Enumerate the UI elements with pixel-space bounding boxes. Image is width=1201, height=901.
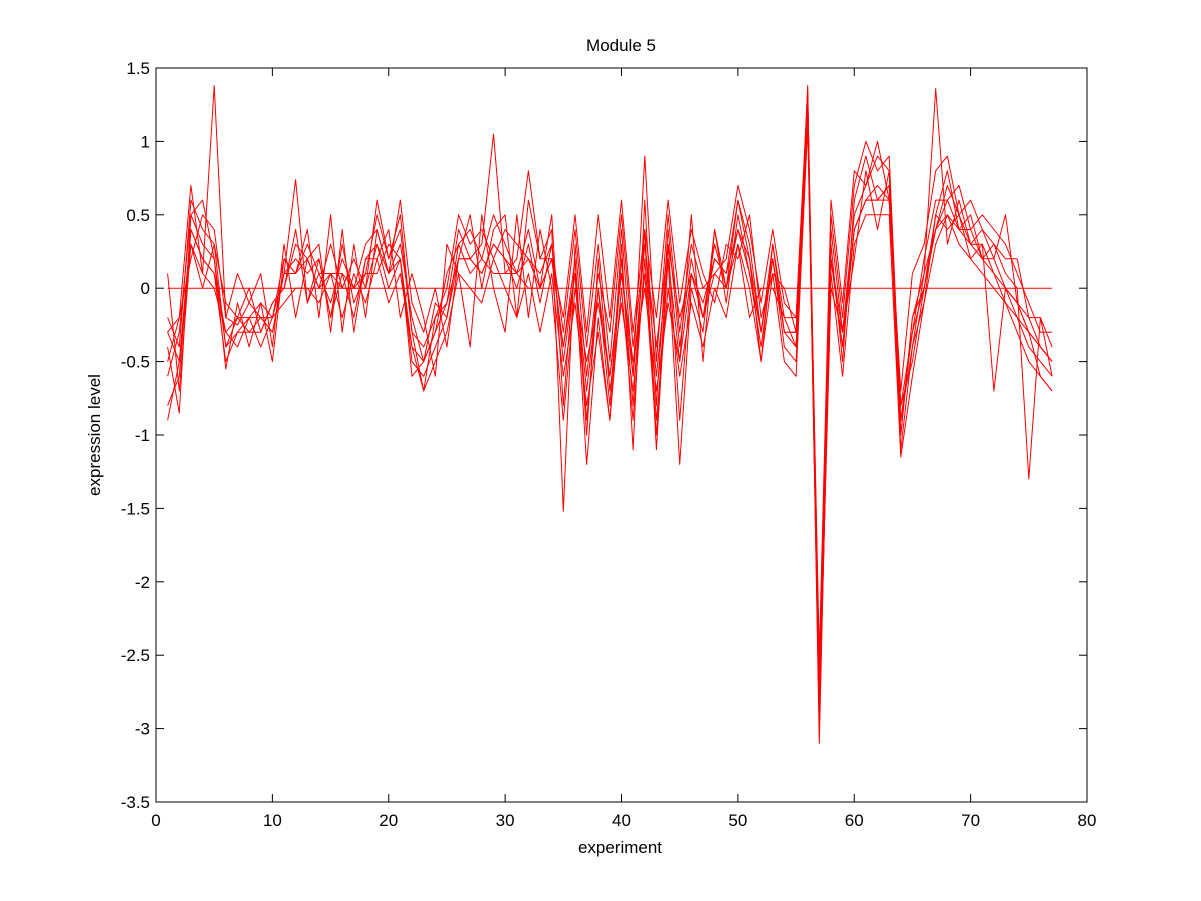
series-line-8 — [167, 111, 1053, 730]
y-tick-label: -2.5 — [121, 646, 150, 665]
y-tick-label: 1 — [141, 132, 150, 151]
series-line-9 — [167, 104, 1053, 700]
y-tick-label: 1.5 — [126, 59, 150, 78]
x-tick-label: 0 — [151, 811, 160, 830]
y-tick-label: 0.5 — [126, 206, 150, 225]
chart-title: Module 5 — [586, 36, 656, 55]
y-axis-label: expression level — [85, 374, 104, 496]
y-tick-label: -0.5 — [121, 353, 150, 372]
series-line-5 — [167, 126, 1053, 686]
y-tick-label: -3.5 — [121, 793, 150, 812]
x-tick-label: 70 — [961, 811, 980, 830]
y-tick-label: -3 — [135, 720, 150, 739]
y-tick-label: -1.5 — [121, 499, 150, 518]
x-tick-label: 20 — [379, 811, 398, 830]
y-tick-label: -2 — [135, 573, 150, 592]
x-axis-label: experiment — [578, 838, 662, 857]
x-tick-label: 60 — [845, 811, 864, 830]
y-axis: 1.5 1 0.5 0 -0.5 -1 -1.5 -2 -2.5 -3 -3.5 — [121, 59, 1087, 812]
y-tick-label: 0 — [141, 279, 150, 298]
x-tick-label: 40 — [612, 811, 631, 830]
series-lines — [167, 85, 1053, 744]
x-tick-label: 30 — [496, 811, 515, 830]
x-tick-label: 10 — [263, 811, 282, 830]
x-tick-label: 80 — [1078, 811, 1097, 830]
y-tick-label: -1 — [135, 426, 150, 445]
plot-area — [155, 67, 1088, 803]
x-tick-label: 50 — [728, 811, 747, 830]
x-axis: 0 10 20 30 40 50 60 70 80 — [151, 68, 1096, 830]
